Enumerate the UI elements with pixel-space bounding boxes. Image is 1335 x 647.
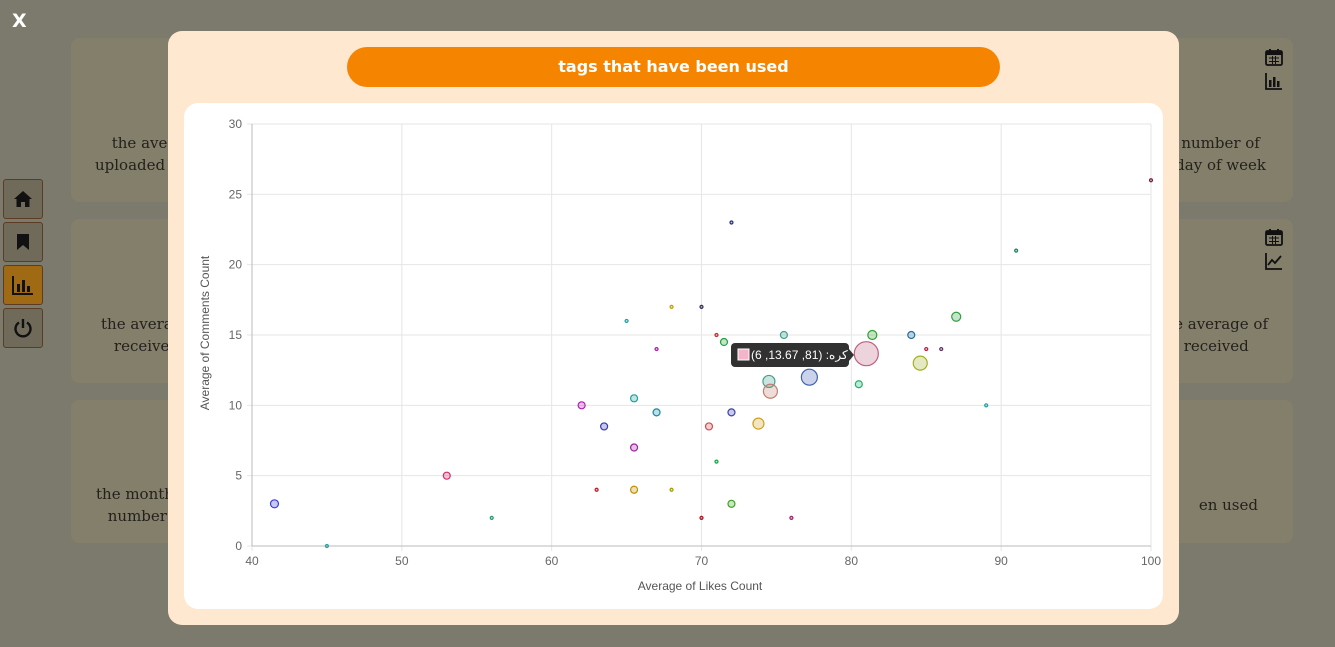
nav-charts-button[interactable] (3, 265, 43, 305)
chart-point[interactable] (624, 318, 629, 324)
chart-point[interactable] (762, 383, 779, 399)
chart-point[interactable] (594, 487, 599, 492)
chart-point[interactable] (577, 401, 586, 410)
chart-point[interactable] (939, 346, 944, 352)
y-tick-label: 0 (235, 539, 242, 553)
line-chart-icon[interactable] (1265, 252, 1283, 270)
chart-point[interactable] (907, 330, 916, 340)
card-text: the monthl number (96, 485, 179, 525)
bar-chart-icon (12, 276, 33, 295)
chart-point[interactable] (951, 311, 962, 322)
chart-point[interactable] (629, 443, 639, 452)
calendar-icon[interactable] (1265, 48, 1283, 66)
chart-point[interactable] (714, 459, 719, 464)
chart-points (269, 178, 1154, 549)
chart-point[interactable] (669, 304, 674, 309)
chart-point[interactable] (629, 394, 639, 403)
y-axis-title: Average of Comments Count (198, 255, 212, 410)
x-tick-label: 40 (245, 554, 259, 568)
chart-point[interactable] (652, 408, 661, 417)
y-tick-label: 25 (229, 187, 243, 201)
chart-point[interactable] (1014, 248, 1019, 253)
y-tick-label: 20 (229, 258, 243, 272)
bookmark-icon (17, 234, 29, 250)
chart-modal: tags that have been used 40 50 60 70 80 90 100… (168, 31, 1179, 625)
chart-point[interactable] (729, 220, 734, 225)
card-text: number of day of week (1175, 134, 1266, 174)
x-tick-label: 90 (994, 554, 1008, 568)
chart-axes: 40 50 60 70 80 90 100 0 5 10 15 20 25 30 (229, 117, 1162, 568)
chart-point[interactable] (699, 304, 704, 309)
chart-point[interactable] (727, 499, 736, 508)
chart-point[interactable] (867, 329, 878, 341)
nav-logout-button[interactable] (3, 308, 43, 348)
modal-title: tags that have been used (347, 47, 1000, 87)
chart-point[interactable] (912, 355, 928, 371)
card-text: ne average of received (1164, 315, 1268, 355)
chart-point[interactable] (629, 485, 639, 494)
tooltip-background (731, 343, 849, 367)
chart-point[interactable] (269, 499, 280, 509)
chart-point[interactable] (324, 543, 330, 549)
chart-point[interactable] (600, 422, 609, 431)
x-tick-label: 50 (395, 554, 409, 568)
card-text: the averag receive (101, 315, 183, 355)
chart-point[interactable] (442, 471, 451, 480)
x-axis-title: Average of Likes Count (638, 579, 763, 593)
x-tick-label: 70 (695, 554, 709, 568)
tooltip: (6 ,13.67 ,81) :کره (731, 343, 854, 367)
side-nav (3, 179, 43, 351)
chart-point[interactable] (669, 487, 674, 492)
y-tick-label: 10 (229, 398, 243, 412)
chart-point[interactable] (779, 330, 789, 340)
chart-point[interactable] (714, 332, 719, 338)
x-tick-label: 80 (845, 554, 859, 568)
chart-point[interactable] (1148, 178, 1154, 183)
home-icon (14, 191, 32, 207)
chart-container: 40 50 60 70 80 90 100 0 5 10 15 20 25 30 Average of L… (184, 103, 1163, 609)
chart-point[interactable] (699, 515, 704, 520)
nav-home-button[interactable] (3, 179, 43, 219)
x-tick-label: 60 (545, 554, 559, 568)
tooltip-caret (849, 349, 854, 361)
card-text: en used (1198, 496, 1258, 514)
close-button[interactable]: X (12, 10, 27, 32)
chart-point[interactable] (704, 422, 714, 431)
chart-point[interactable] (800, 368, 818, 386)
y-tick-label: 30 (229, 117, 243, 131)
bubble-chart[interactable]: 40 50 60 70 80 90 100 0 5 10 15 20 25 30 Average of L… (184, 103, 1163, 609)
chart-point[interactable] (752, 417, 765, 430)
chart-point[interactable] (984, 403, 989, 408)
tooltip-swatch (737, 348, 750, 361)
chart-point[interactable] (854, 380, 863, 389)
y-tick-label: 5 (235, 469, 242, 483)
chart-point[interactable] (489, 515, 494, 520)
power-icon (14, 319, 32, 338)
chart-point[interactable] (924, 346, 929, 352)
chart-point[interactable] (727, 408, 736, 417)
calendar-icon[interactable] (1265, 228, 1283, 246)
y-tick-label: 15 (229, 328, 243, 342)
card-text: the ave uploaded m (95, 134, 185, 174)
chart-point[interactable] (719, 337, 729, 347)
chart-point[interactable] (853, 341, 879, 367)
nav-bookmark-button[interactable] (3, 222, 43, 262)
chart-point[interactable] (789, 515, 794, 520)
chart-grid (247, 123, 1152, 551)
x-tick-label: 100 (1141, 554, 1161, 568)
bar-chart-icon[interactable] (1265, 72, 1283, 90)
tooltip-text: (6 ,13.67 ,81) :کره (751, 348, 848, 362)
chart-point[interactable] (654, 346, 659, 352)
